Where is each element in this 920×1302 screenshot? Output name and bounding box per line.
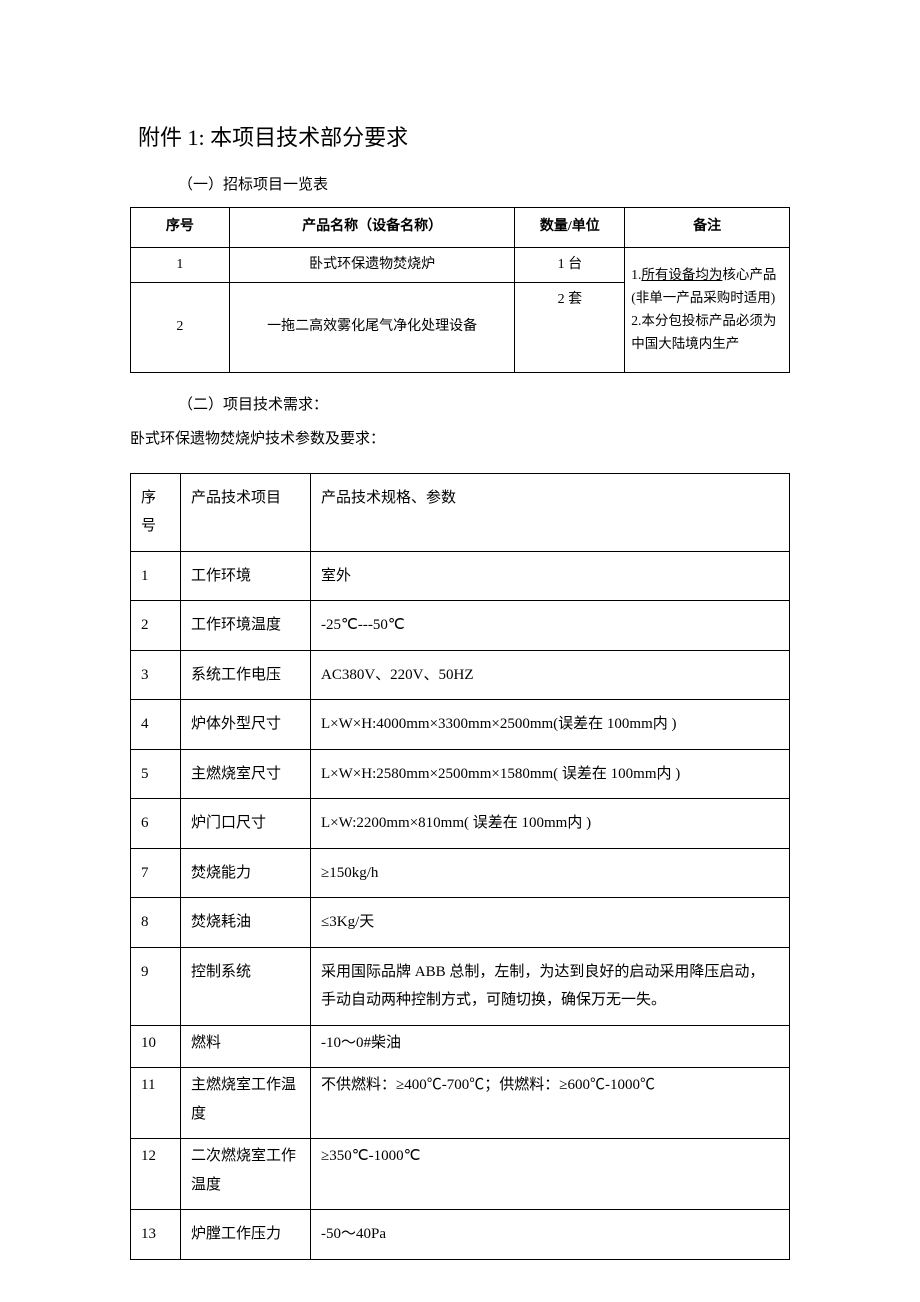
cell-spec: L×W×H:2580mm×2500mm×1580mm( 误差在 100mm内 ) bbox=[311, 749, 790, 799]
table-row: 7 焚烧能力 ≥150kg/h bbox=[131, 848, 790, 898]
document-title: 附件 1: 本项目技术部分要求 bbox=[130, 120, 790, 155]
table-row: 13 炉膛工作压力 -50～40Pa bbox=[131, 1210, 790, 1260]
section1-header: （一）招标项目一览表 bbox=[130, 173, 790, 197]
cell-spec: ≥350℃-1000℃ bbox=[311, 1139, 790, 1210]
table-header-row: 序号 产品技术项目 产品技术规格、参数 bbox=[131, 473, 790, 551]
col-header-seq: 序号 bbox=[131, 473, 181, 551]
col-header-item: 产品技术项目 bbox=[181, 473, 311, 551]
note-text-3: 2.本分包投标产品必须为中国大陆境内生产 bbox=[631, 313, 776, 351]
cell-item: 系统工作电压 bbox=[181, 650, 311, 700]
cell-spec: AC380V、220V、50HZ bbox=[311, 650, 790, 700]
col-header-seq: 序号 bbox=[131, 208, 230, 247]
cell-item: 二次燃烧室工作温度 bbox=[181, 1139, 311, 1210]
cell-item: 主燃烧室尺寸 bbox=[181, 749, 311, 799]
note-text-1a: 1. bbox=[631, 267, 641, 282]
cell-seq: 3 bbox=[131, 650, 181, 700]
cell-seq: 4 bbox=[131, 700, 181, 750]
cell-name: 一拖二高效雾化尾气净化处理设备 bbox=[229, 282, 515, 372]
cell-spec: 采用国际品牌 ABB 总制，左制，为达到良好的启动采用降压启动，手动自动两种控制… bbox=[311, 947, 790, 1025]
note-text-1b: 所有设备均为 bbox=[641, 267, 722, 282]
cell-seq: 11 bbox=[131, 1068, 181, 1139]
cell-item: 控制系统 bbox=[181, 947, 311, 1025]
cell-seq: 1 bbox=[131, 551, 181, 601]
table-row: 5 主燃烧室尺寸 L×W×H:2580mm×2500mm×1580mm( 误差在… bbox=[131, 749, 790, 799]
cell-note: 1.所有设备均为核心产品(非单一产品采购时适用) 2.本分包投标产品必须为中国大… bbox=[625, 247, 790, 372]
cell-seq: 2 bbox=[131, 601, 181, 651]
cell-spec: -10～0#柴油 bbox=[311, 1025, 790, 1068]
table-row: 8 焚烧耗油 ≤3Kg/天 bbox=[131, 898, 790, 948]
col-header-qty: 数量/单位 bbox=[515, 208, 625, 247]
table-row: 6 炉门口尺寸 L×W:2200mm×810mm( 误差在 100mm内 ) bbox=[131, 799, 790, 849]
cell-seq: 6 bbox=[131, 799, 181, 849]
cell-seq: 7 bbox=[131, 848, 181, 898]
cell-item: 工作环境 bbox=[181, 551, 311, 601]
cell-item: 炉体外型尺寸 bbox=[181, 700, 311, 750]
cell-item: 焚烧能力 bbox=[181, 848, 311, 898]
cell-spec: 不供燃料：≥400℃-700℃；供燃料：≥600℃-1000℃ bbox=[311, 1068, 790, 1139]
table-row: 4 炉体外型尺寸 L×W×H:4000mm×3300mm×2500mm(误差在 … bbox=[131, 700, 790, 750]
cell-seq: 13 bbox=[131, 1210, 181, 1260]
table-row: 9 控制系统 采用国际品牌 ABB 总制，左制，为达到良好的启动采用降压启动，手… bbox=[131, 947, 790, 1025]
cell-item: 炉门口尺寸 bbox=[181, 799, 311, 849]
cell-item: 燃料 bbox=[181, 1025, 311, 1068]
table-row: 12 二次燃烧室工作温度 ≥350℃-1000℃ bbox=[131, 1139, 790, 1210]
table-row: 1 卧式环保遗物焚烧炉 1 台 1.所有设备均为核心产品(非单一产品采购时适用)… bbox=[131, 247, 790, 282]
cell-spec: L×W×H:4000mm×3300mm×2500mm(误差在 100mm内 ) bbox=[311, 700, 790, 750]
cell-item: 炉膛工作压力 bbox=[181, 1210, 311, 1260]
col-header-name: 产品名称（设备名称） bbox=[229, 208, 515, 247]
cell-item: 主燃烧室工作温度 bbox=[181, 1068, 311, 1139]
col-header-spec: 产品技术规格、参数 bbox=[311, 473, 790, 551]
section2-header: （二）项目技术需求： bbox=[130, 393, 790, 417]
cell-seq: 2 bbox=[131, 282, 230, 372]
cell-qty: 2 套 bbox=[515, 282, 625, 372]
table-row: 2 工作环境温度 -25℃---50℃ bbox=[131, 601, 790, 651]
cell-spec: 室外 bbox=[311, 551, 790, 601]
spec-table: 序号 产品技术项目 产品技术规格、参数 1 工作环境 室外 2 工作环境温度 -… bbox=[130, 473, 790, 1260]
table-row: 1 工作环境 室外 bbox=[131, 551, 790, 601]
table-row: 11 主燃烧室工作温度 不供燃料：≥400℃-700℃；供燃料：≥600℃-10… bbox=[131, 1068, 790, 1139]
overview-table: 序号 产品名称（设备名称） 数量/单位 备注 1 卧式环保遗物焚烧炉 1 台 1… bbox=[130, 207, 790, 373]
cell-seq: 1 bbox=[131, 247, 230, 282]
table-header-row: 序号 产品名称（设备名称） 数量/单位 备注 bbox=[131, 208, 790, 247]
cell-item: 工作环境温度 bbox=[181, 601, 311, 651]
cell-name: 卧式环保遗物焚烧炉 bbox=[229, 247, 515, 282]
table-row: 10 燃料 -10～0#柴油 bbox=[131, 1025, 790, 1068]
section2-subtitle: 卧式环保遗物焚烧炉技术参数及要求： bbox=[130, 427, 790, 451]
cell-seq: 9 bbox=[131, 947, 181, 1025]
cell-seq: 8 bbox=[131, 898, 181, 948]
cell-spec: ≤3Kg/天 bbox=[311, 898, 790, 948]
cell-item: 焚烧耗油 bbox=[181, 898, 311, 948]
cell-spec: L×W:2200mm×810mm( 误差在 100mm内 ) bbox=[311, 799, 790, 849]
table-row: 3 系统工作电压 AC380V、220V、50HZ bbox=[131, 650, 790, 700]
cell-seq: 10 bbox=[131, 1025, 181, 1068]
cell-seq: 12 bbox=[131, 1139, 181, 1210]
cell-spec: ≥150kg/h bbox=[311, 848, 790, 898]
cell-qty: 1 台 bbox=[515, 247, 625, 282]
cell-seq: 5 bbox=[131, 749, 181, 799]
cell-spec: -50～40Pa bbox=[311, 1210, 790, 1260]
col-header-note: 备注 bbox=[625, 208, 790, 247]
cell-spec: -25℃---50℃ bbox=[311, 601, 790, 651]
